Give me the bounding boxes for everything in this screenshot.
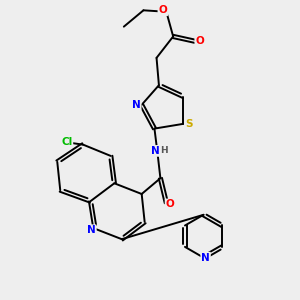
Text: O: O [158, 5, 167, 15]
Text: S: S [185, 119, 192, 129]
Text: N: N [87, 225, 96, 235]
Text: O: O [195, 36, 204, 46]
Text: Cl: Cl [61, 137, 72, 147]
Text: N: N [132, 100, 141, 110]
Text: O: O [166, 200, 174, 209]
Text: H: H [160, 146, 168, 155]
Text: N: N [151, 146, 159, 156]
Text: N: N [201, 253, 210, 262]
